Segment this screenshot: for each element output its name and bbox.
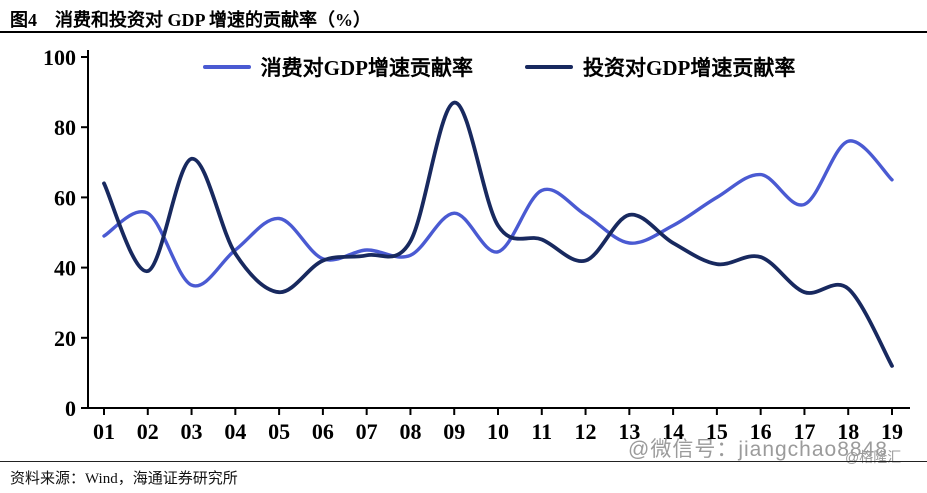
top-divider xyxy=(0,31,927,33)
figure-header: 图4 消费和投资对 GDP 增速的贡献率（%） xyxy=(10,6,371,32)
y-tick-label: 40 xyxy=(54,256,76,281)
legend-line-consumption xyxy=(202,65,251,69)
chart-legend: 消费对GDP增速贡献率 投资对GDP增速贡献率 xyxy=(88,52,910,82)
x-tick-label: 13 xyxy=(618,419,640,444)
legend-line-investment xyxy=(525,65,573,69)
legend-label-investment: 投资对GDP增速贡献率 xyxy=(583,56,796,80)
x-tick-label: 10 xyxy=(487,419,509,444)
x-tick-label: 19 xyxy=(881,419,903,444)
x-tick-label: 07 xyxy=(356,419,378,444)
x-tick-label: 15 xyxy=(706,419,728,444)
x-tick-label: 18 xyxy=(837,419,859,444)
legend-item-consumption: 消费对GDP增速贡献率 xyxy=(202,52,473,82)
y-tick-label: 80 xyxy=(54,115,76,140)
x-tick-label: 14 xyxy=(662,419,684,444)
y-tick-label: 100 xyxy=(43,45,76,70)
x-tick-label: 06 xyxy=(312,419,334,444)
x-tick-label: 04 xyxy=(224,419,246,444)
y-tick-label: 0 xyxy=(65,396,76,421)
x-tick-label: 12 xyxy=(575,419,597,444)
x-tick-label: 11 xyxy=(531,419,552,444)
x-tick-label: 08 xyxy=(399,419,421,444)
y-tick-label: 20 xyxy=(54,326,76,351)
legend-item-investment: 投资对GDP增速贡献率 xyxy=(525,52,795,82)
source-note: 资料来源：Wind，海通证券研究所 xyxy=(10,471,238,487)
watermark-gelonghui: @格隆汇 xyxy=(845,449,902,465)
x-tick-label: 05 xyxy=(268,419,290,444)
y-tick-label: 60 xyxy=(54,185,76,210)
x-tick-label: 09 xyxy=(443,419,465,444)
x-tick-label: 03 xyxy=(181,419,203,444)
watermark-wechat: @微信号：jiangchao8848 xyxy=(628,438,888,461)
x-tick-label: 17 xyxy=(793,419,815,444)
series-investment xyxy=(102,100,894,368)
x-tick-label: 01 xyxy=(93,419,115,444)
legend-label-consumption: 消费对GDP增速贡献率 xyxy=(260,56,473,80)
figure-label: 图4 xyxy=(10,10,37,30)
x-tick-label: 16 xyxy=(750,419,772,444)
figure-title: 消费和投资对 GDP 增速的贡献率（%） xyxy=(55,10,372,30)
x-tick-label: 02 xyxy=(137,419,159,444)
bottom-divider xyxy=(0,461,927,462)
